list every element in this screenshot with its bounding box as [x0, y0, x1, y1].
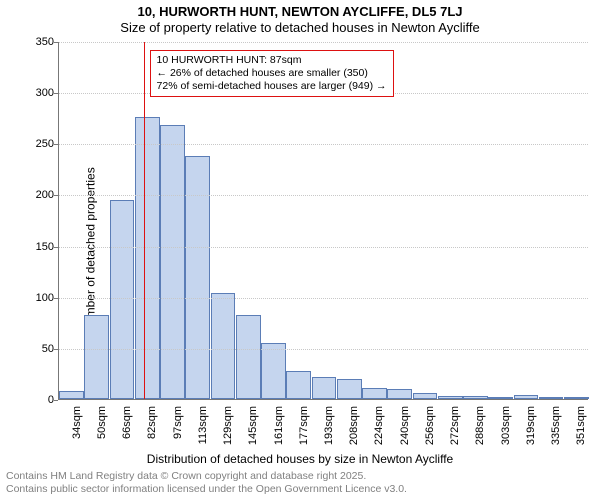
y-tick-label: 250: [22, 138, 54, 150]
histogram-bar: [438, 396, 463, 399]
y-tick-mark: [54, 247, 58, 248]
histogram-bar: [286, 371, 311, 399]
annotation-line2: ← 26% of detached houses are smaller (35…: [157, 67, 387, 80]
x-tick-label: 177sqm: [298, 406, 310, 454]
x-tick-label: 288sqm: [474, 406, 486, 454]
y-tick-mark: [54, 349, 58, 350]
y-tick-mark: [54, 42, 58, 43]
x-tick-label: 224sqm: [373, 406, 385, 454]
x-tick-label: 272sqm: [449, 406, 461, 454]
histogram-bar: [514, 395, 539, 399]
histogram-bar: [387, 389, 412, 399]
histogram-bar: [211, 293, 236, 399]
x-tick-label: 145sqm: [247, 406, 259, 454]
y-tick-label: 200: [22, 189, 54, 201]
y-tick-label: 50: [22, 343, 54, 355]
y-tick-mark: [54, 144, 58, 145]
gridline: [59, 247, 588, 248]
attribution-line1: Contains HM Land Registry data © Crown c…: [6, 470, 407, 483]
y-tick-mark: [54, 195, 58, 196]
histogram-bar: [261, 343, 286, 399]
histogram-bar: [564, 397, 589, 399]
x-tick-label: 303sqm: [500, 406, 512, 454]
histogram-bar: [337, 379, 362, 399]
x-tick-label: 335sqm: [550, 406, 562, 454]
gridline: [59, 298, 588, 299]
x-tick-label: 97sqm: [172, 406, 184, 454]
histogram-bar: [539, 397, 564, 399]
annotation-box: 10 HURWORTH HUNT: 87sqm ← 26% of detache…: [150, 50, 394, 97]
x-tick-label: 351sqm: [575, 406, 587, 454]
chart-title-line1: 10, HURWORTH HUNT, NEWTON AYCLIFFE, DL5 …: [0, 4, 600, 19]
histogram-bar: [59, 391, 84, 399]
gridline: [59, 42, 588, 43]
x-tick-label: 82sqm: [146, 406, 158, 454]
x-tick-label: 193sqm: [323, 406, 335, 454]
x-tick-label: 256sqm: [424, 406, 436, 454]
y-tick-label: 150: [22, 241, 54, 253]
subject-property-marker: [144, 42, 145, 399]
histogram-bar: [362, 388, 387, 399]
histogram-bar: [312, 377, 337, 400]
y-tick-label: 100: [22, 292, 54, 304]
x-tick-label: 113sqm: [197, 406, 209, 454]
y-tick-label: 0: [22, 394, 54, 406]
gridline: [59, 195, 588, 196]
histogram-bar: [110, 200, 135, 399]
y-tick-label: 300: [22, 87, 54, 99]
histogram-bar: [185, 156, 210, 399]
histogram-bar: [236, 315, 261, 399]
x-tick-label: 50sqm: [96, 406, 108, 454]
gridline: [59, 144, 588, 145]
histogram-bar: [84, 315, 109, 399]
annotation-line3: 72% of semi-detached houses are larger (…: [157, 80, 387, 93]
histogram-bar: [463, 396, 488, 399]
property-size-histogram: 10, HURWORTH HUNT, NEWTON AYCLIFFE, DL5 …: [0, 0, 600, 500]
gridline: [59, 349, 588, 350]
x-tick-label: 161sqm: [273, 406, 285, 454]
y-tick-mark: [54, 400, 58, 401]
x-axis-label: Distribution of detached houses by size …: [0, 452, 600, 466]
x-tick-label: 208sqm: [348, 406, 360, 454]
chart-title-line2: Size of property relative to detached ho…: [0, 20, 600, 35]
x-tick-label: 319sqm: [525, 406, 537, 454]
histogram-bar: [160, 125, 185, 399]
attribution-line2: Contains public sector information licen…: [6, 483, 407, 496]
y-tick-label: 350: [22, 36, 54, 48]
x-tick-label: 129sqm: [222, 406, 234, 454]
y-tick-mark: [54, 298, 58, 299]
y-tick-mark: [54, 93, 58, 94]
plot-area: 10 HURWORTH HUNT: 87sqm ← 26% of detache…: [58, 42, 588, 400]
histogram-bar: [413, 393, 438, 399]
x-tick-label: 66sqm: [121, 406, 133, 454]
x-tick-label: 240sqm: [399, 406, 411, 454]
histogram-bar: [135, 117, 160, 399]
attribution-text: Contains HM Land Registry data © Crown c…: [6, 470, 407, 496]
annotation-line1: 10 HURWORTH HUNT: 87sqm: [157, 54, 387, 67]
histogram-bar: [488, 397, 513, 399]
x-tick-label: 34sqm: [71, 406, 83, 454]
